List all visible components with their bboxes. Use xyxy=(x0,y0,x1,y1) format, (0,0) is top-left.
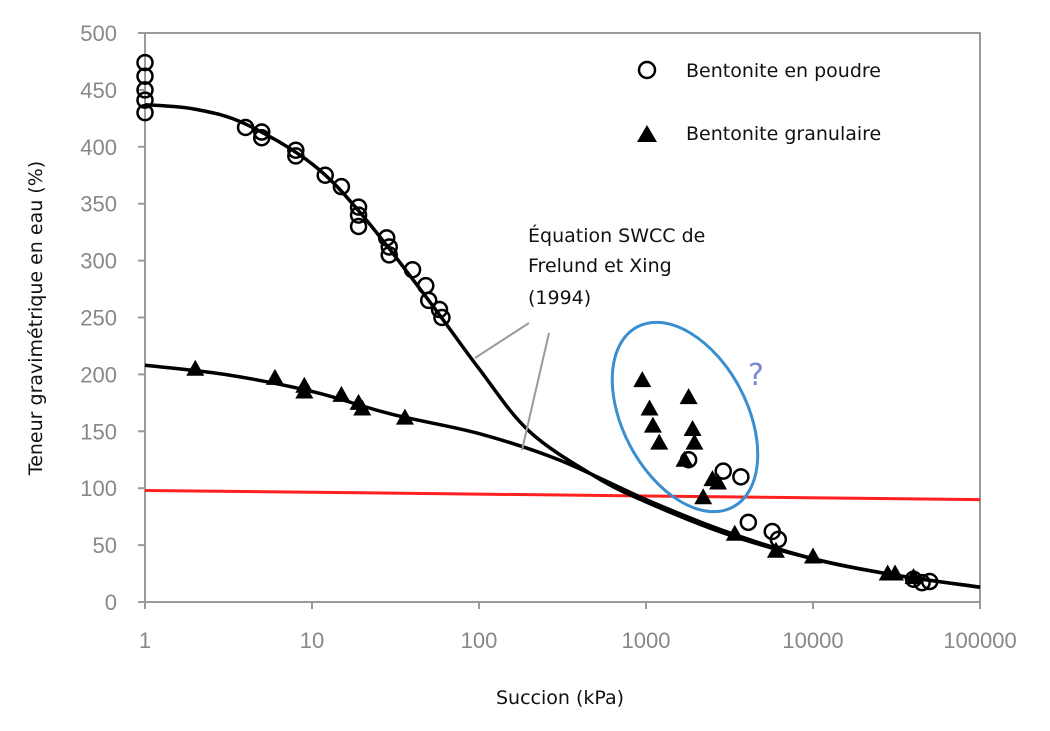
data-point-granulaire xyxy=(643,416,662,433)
data-point-poudre xyxy=(136,53,154,72)
legend-marker-circle xyxy=(637,60,657,80)
data-point-granulaire xyxy=(685,433,704,450)
legend-label-poudre: Bentonite en poudre xyxy=(686,60,881,82)
legend-marker-triangle xyxy=(637,125,657,142)
data-point-poudre xyxy=(732,468,750,486)
data-point-poudre xyxy=(287,147,305,165)
data-point-poudre xyxy=(136,67,154,85)
highlight-ellipse xyxy=(610,320,760,514)
reference-line xyxy=(144,488,981,502)
fit-label-line-3: (1994) xyxy=(528,287,591,309)
data-point-granulaire xyxy=(766,541,785,558)
data-point-poudre xyxy=(433,308,451,327)
data-point-granulaire xyxy=(332,385,351,402)
y-tick-label: 100 xyxy=(80,476,117,501)
x-tick-label: 1000 xyxy=(622,628,671,653)
fit-curve-2 xyxy=(144,363,981,589)
legend-label-granulaire: Bentonite granulaire xyxy=(686,123,881,145)
data-point-poudre xyxy=(252,123,271,141)
data-point-poudre xyxy=(403,260,422,279)
data-point-poudre xyxy=(136,103,154,122)
y-tick-label: 400 xyxy=(80,135,117,160)
x-tick-label: 1 xyxy=(139,628,151,653)
data-point-granulaire xyxy=(650,433,669,450)
data-point-poudre xyxy=(380,246,398,264)
y-tick-label: 50 xyxy=(93,533,117,558)
plot-frame xyxy=(144,32,981,603)
legend: Bentonite en poudre Bentonite granulaire xyxy=(637,60,881,145)
data-point-granulaire xyxy=(186,359,205,376)
fit-label-line-2: Frelund et Xing xyxy=(528,255,672,277)
data-point-granulaire xyxy=(694,488,713,505)
y-tick-label: 200 xyxy=(80,362,117,387)
data-point-granulaire xyxy=(804,547,822,564)
y-tick-label: 150 xyxy=(80,419,117,444)
data-point-poudre xyxy=(349,217,368,236)
data-point-granulaire xyxy=(886,564,905,581)
callout-line xyxy=(521,332,550,451)
data-point-poudre xyxy=(377,229,396,247)
data-point-granulaire xyxy=(675,450,694,467)
data-point-granulaire xyxy=(709,473,728,490)
data-point-granulaire xyxy=(633,371,652,388)
y-tick-label: 300 xyxy=(80,249,117,274)
x-tick-label: 100 xyxy=(461,628,498,653)
fit-label-line-1: Équation SWCC de xyxy=(528,224,705,247)
x-tick-label: 100000 xyxy=(943,628,1016,653)
data-point-poudre xyxy=(316,166,334,184)
data-point-granulaire xyxy=(679,388,698,405)
y-axis-label: Teneur gravimétrique en eau (%) xyxy=(25,161,47,476)
data-point-granulaire xyxy=(265,368,284,385)
data-point-poudre xyxy=(417,276,435,295)
data-point-poudre xyxy=(349,206,368,224)
x-axis-label: Succion (kPa) xyxy=(496,687,624,709)
data-point-granulaire xyxy=(295,382,314,399)
data-point-poudre xyxy=(252,128,271,147)
data-point-poudre xyxy=(332,177,351,196)
data-point-poudre xyxy=(236,118,255,137)
data-point-poudre xyxy=(136,91,154,109)
y-tick-label: 500 xyxy=(80,21,117,46)
y-tick-label: 450 xyxy=(80,78,117,103)
y-tick-label: 0 xyxy=(105,590,117,615)
data-point-poudre xyxy=(920,572,939,591)
y-tick-label: 350 xyxy=(80,192,117,217)
question-mark: ? xyxy=(748,358,764,393)
data-point-granulaire xyxy=(683,420,702,437)
callout-line xyxy=(474,322,530,359)
data-point-poudre xyxy=(430,300,449,319)
data-point-poudre xyxy=(739,513,758,532)
data-point-granulaire xyxy=(904,567,923,584)
fit-curve-1 xyxy=(144,102,981,589)
x-tick-label: 10 xyxy=(300,628,324,653)
data-point-poudre xyxy=(287,141,305,159)
data-point-granulaire xyxy=(395,408,414,425)
data-point-poudre xyxy=(380,238,398,256)
data-point-granulaire xyxy=(353,399,372,416)
data-point-poudre xyxy=(714,462,732,480)
y-tick-label: 250 xyxy=(80,306,117,331)
data-point-poudre xyxy=(136,81,154,99)
data-point-granulaire xyxy=(725,524,744,541)
data-point-granulaire xyxy=(640,399,659,416)
data-point-poudre xyxy=(349,198,368,216)
x-tick-label: 10000 xyxy=(782,628,843,653)
data-point-poudre xyxy=(419,291,438,310)
